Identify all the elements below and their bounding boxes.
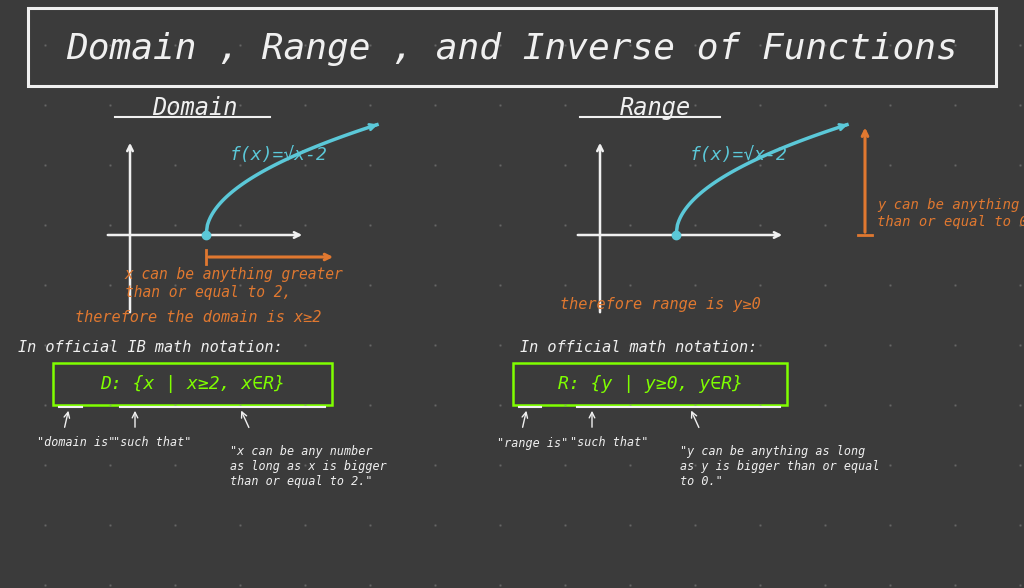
Text: "y can be anything as long: "y can be anything as long — [680, 445, 865, 458]
Text: as long as x is bigger: as long as x is bigger — [230, 460, 387, 473]
Text: f(x)=√x-2: f(x)=√x-2 — [690, 146, 787, 164]
Text: Domain: Domain — [153, 96, 238, 120]
Text: In official IB math notation:: In official IB math notation: — [18, 340, 283, 356]
Text: "domain is": "domain is" — [37, 436, 116, 449]
Text: y can be anything bigger: y can be anything bigger — [877, 198, 1024, 212]
Text: D: {x | x≥2, x∈R}: D: {x | x≥2, x∈R} — [100, 375, 285, 393]
Text: to 0.": to 0." — [680, 475, 723, 488]
Text: "such that": "such that" — [113, 436, 191, 449]
Text: f(x)=√x-2: f(x)=√x-2 — [230, 146, 328, 164]
Text: x can be anything greater: x can be anything greater — [125, 268, 344, 282]
Text: than or equal to 0,: than or equal to 0, — [877, 215, 1024, 229]
Text: therefore the domain is x≥2: therefore the domain is x≥2 — [75, 309, 322, 325]
FancyBboxPatch shape — [53, 363, 332, 405]
Text: "x can be any number: "x can be any number — [230, 445, 373, 458]
Text: than or equal to 2.": than or equal to 2." — [230, 475, 373, 488]
Text: Range: Range — [620, 96, 690, 120]
Text: "such that": "such that" — [570, 436, 648, 449]
Text: therefore range is y≥0: therefore range is y≥0 — [560, 298, 761, 312]
Text: Domain , Range , and Inverse of Functions: Domain , Range , and Inverse of Function… — [67, 32, 957, 66]
Text: than or equal to 2,: than or equal to 2, — [125, 285, 291, 299]
Text: as y is bigger than or equal: as y is bigger than or equal — [680, 460, 880, 473]
Text: R: {y | y≥0, y∈R}: R: {y | y≥0, y∈R} — [557, 375, 742, 393]
FancyBboxPatch shape — [28, 8, 996, 86]
Text: "range is": "range is" — [497, 436, 568, 449]
Text: In official math notation:: In official math notation: — [520, 340, 758, 356]
FancyBboxPatch shape — [513, 363, 787, 405]
